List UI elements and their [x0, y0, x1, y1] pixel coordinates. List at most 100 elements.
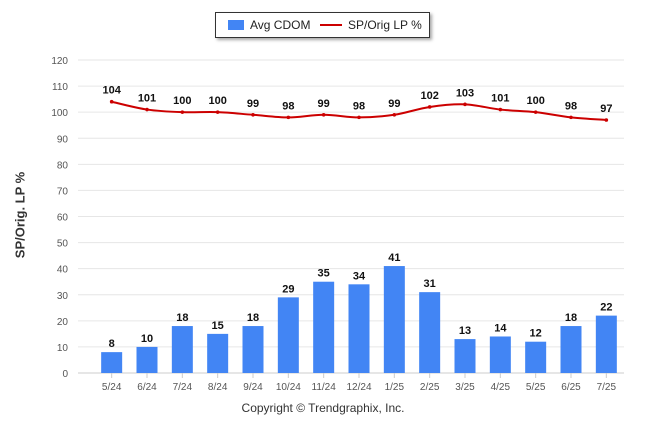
bar-data-label: 12: [530, 328, 542, 340]
y-tick-label: 80: [57, 160, 69, 171]
legend-bar-label: Avg CDOM: [250, 18, 311, 32]
line-point: [427, 105, 432, 109]
line-data-label: 100: [526, 95, 544, 107]
bar-data-label: 18: [176, 312, 188, 324]
bar-data-label: 31: [424, 278, 436, 290]
line-point: [569, 115, 573, 120]
line-point: [215, 110, 220, 114]
x-axis-ticks: 5/24 6/24 7/24 8/24 9/24 10/24 11/24 12/24 1/25 2…: [102, 373, 617, 393]
line-data-label: 101: [138, 93, 156, 105]
line-data-labels: 104 101 100 100 99 98 99 98 99 102 103 101 100 98 97: [102, 85, 612, 115]
y-tick-label: 60: [57, 213, 69, 224]
bar-data-label: 34: [353, 270, 366, 282]
x-tick-label: 7/25: [597, 382, 617, 393]
x-tick-label: 6/24: [137, 382, 157, 393]
bar-data-label: 10: [141, 333, 153, 345]
x-tick-label: 6/25: [561, 382, 581, 393]
y-axis-ticks: 0 10 20 30 40 50 60 70 80 90 100 110 120: [51, 56, 68, 380]
bar: [348, 284, 370, 373]
x-tick-label: 5/25: [526, 382, 546, 393]
y-tick-label: 110: [52, 82, 68, 93]
chart-legend: Avg CDOM SP/Orig LP %: [215, 12, 430, 38]
copyright-text: Copyright © Trendgraphix, Inc.: [241, 401, 405, 415]
line-point: [392, 112, 397, 117]
bar: [525, 341, 547, 373]
bar: [313, 281, 335, 373]
y-tick-label: 120: [51, 56, 68, 67]
y-tick-label: 70: [57, 186, 69, 197]
line-point: [604, 118, 609, 122]
y-tick-label: 50: [57, 239, 69, 250]
line-point: [357, 115, 361, 120]
legend-bar-swatch: [228, 20, 244, 30]
bar: [383, 266, 405, 373]
line-data-label: 98: [353, 100, 365, 112]
y-tick-label: 0: [62, 369, 68, 380]
bar: [489, 336, 511, 373]
line-data-label: 102: [420, 90, 438, 102]
bar: [595, 315, 617, 373]
y-tick-label: 30: [57, 291, 69, 302]
bar-data-label: 18: [247, 312, 259, 324]
line-data-label: 101: [491, 93, 509, 105]
x-tick-label: 9/24: [243, 382, 263, 393]
bar-data-label: 13: [459, 325, 471, 337]
bar: [207, 333, 229, 373]
bar-series: [101, 266, 617, 373]
bar: [101, 352, 123, 373]
line-point: [109, 99, 114, 104]
x-tick-label: 11/24: [312, 382, 337, 393]
legend-item-bar: Avg CDOM: [228, 18, 310, 32]
line-point: [498, 107, 503, 112]
bar-data-label: 35: [318, 268, 330, 280]
legend-item-line: SP/Orig LP %: [320, 18, 422, 32]
line-point: [463, 102, 467, 107]
bar: [560, 326, 582, 373]
bar-data-labels: 8 10 18 15 18 29 35 34 41 31 13 14 12 18 22: [109, 252, 613, 350]
x-tick-label: 2/25: [420, 382, 440, 393]
line-data-label: 99: [247, 98, 259, 110]
y-tick-label: 40: [57, 265, 69, 276]
line-data-label: 104: [102, 85, 121, 97]
y-tick-label: 10: [57, 343, 69, 354]
line-data-label: 103: [456, 87, 474, 99]
bar-data-label: 14: [494, 322, 507, 334]
bar-data-label: 22: [600, 302, 612, 314]
line-data-label: 98: [565, 100, 577, 112]
y-tick-label: 90: [57, 134, 69, 145]
x-tick-label: 1/25: [385, 382, 405, 393]
x-tick-label: 3/25: [455, 382, 475, 393]
x-tick-label: 8/24: [208, 382, 228, 393]
line-data-label: 98: [282, 100, 294, 112]
bar: [171, 326, 193, 373]
bar: [454, 339, 476, 373]
bar: [277, 297, 299, 373]
line-data-label: 99: [388, 98, 400, 110]
line-point: [321, 112, 326, 117]
line-point: [533, 110, 538, 114]
line-data-label: 100: [173, 95, 191, 107]
bar: [419, 292, 441, 373]
line-point: [180, 110, 185, 114]
y-tick-label: 100: [51, 108, 68, 119]
line-series: [109, 99, 609, 122]
bar-data-label: 8: [109, 338, 115, 350]
legend-line-label: SP/Orig LP %: [348, 18, 422, 32]
bar: [242, 326, 264, 373]
line-data-label: 97: [600, 103, 612, 115]
x-tick-label: 10/24: [276, 382, 301, 393]
x-tick-label: 12/24: [346, 382, 371, 393]
x-tick-label: 4/25: [491, 382, 511, 393]
bar-data-label: 18: [565, 312, 577, 324]
x-tick-label: 5/24: [102, 382, 122, 393]
line-data-label: 100: [208, 95, 226, 107]
legend-line-swatch: [320, 24, 342, 26]
bar-data-label: 15: [212, 320, 224, 332]
line-point: [286, 115, 291, 120]
bar-data-label: 29: [282, 283, 294, 295]
line-point: [145, 107, 149, 112]
y-axis-title: SP/Orig. LP %: [12, 171, 28, 259]
line-data-label: 99: [318, 98, 330, 110]
x-tick-label: 7/24: [173, 382, 193, 393]
